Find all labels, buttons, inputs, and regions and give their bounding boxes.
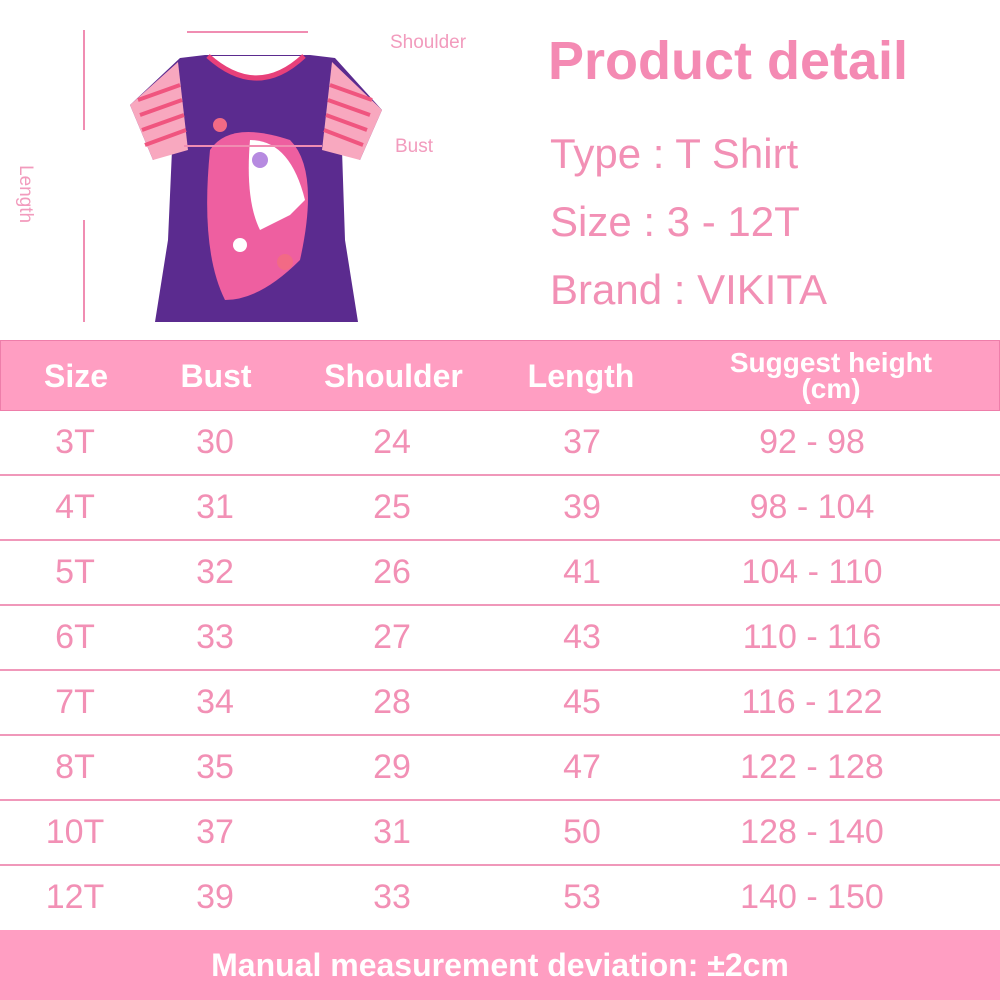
- cell-shoulder: 24: [373, 422, 411, 461]
- table-row: 3T 30 24 37 92 - 98: [0, 410, 1000, 476]
- product-brand: Brand : VIKITA: [550, 266, 827, 313]
- cell-length: 53: [563, 877, 601, 916]
- cell-bust: 32: [196, 552, 234, 591]
- cell-bust: 31: [196, 487, 234, 526]
- cell-bust: 33: [196, 617, 234, 656]
- cell-size: 4T: [55, 487, 95, 526]
- shoulder-label: Shoulder: [390, 32, 467, 53]
- cell-length: 47: [563, 747, 601, 786]
- cell-suggest-height: 116 - 122: [741, 682, 883, 721]
- cell-length: 50: [563, 812, 601, 851]
- header-length: Length: [527, 357, 635, 394]
- cell-suggest-height: 110 - 116: [742, 617, 882, 656]
- table-row: 10T 37 31 50 128 - 140: [0, 800, 1000, 866]
- cell-suggest-height: 92 - 98: [759, 422, 865, 461]
- cell-suggest-height: 98 - 104: [749, 487, 875, 526]
- cell-suggest-height: 128 - 140: [740, 812, 884, 851]
- header-suggest-height: Suggest height (cm): [729, 346, 933, 404]
- product-title: Product detail: [548, 31, 909, 91]
- cell-length: 45: [563, 682, 601, 721]
- cell-shoulder: 27: [373, 617, 411, 656]
- size-table-header: Size Bust Shoulder Length Suggest height…: [0, 340, 1000, 411]
- product-size: Size : 3 - 12T: [550, 198, 800, 245]
- table-row: 7T 34 28 45 116 - 122: [0, 670, 1000, 736]
- bust-label: Bust: [395, 136, 434, 157]
- cell-bust: 35: [196, 747, 234, 786]
- cell-size: 5T: [55, 552, 95, 591]
- t-shirt-image: [83, 30, 382, 322]
- cell-bust: 30: [196, 422, 234, 461]
- cell-suggest-height: 140 - 150: [740, 877, 884, 916]
- cell-shoulder: 29: [373, 747, 411, 786]
- cell-shoulder: 28: [373, 682, 411, 721]
- header-size: Size: [43, 357, 109, 394]
- measurement-note: Manual measurement deviation: ±2cm: [0, 930, 1000, 1000]
- cell-suggest-height: 122 - 128: [740, 747, 884, 786]
- cell-length: 39: [563, 487, 601, 526]
- cell-size: 3T: [55, 422, 95, 461]
- cell-size: 7T: [55, 682, 95, 721]
- cell-bust: 34: [196, 682, 234, 721]
- cell-shoulder: 26: [373, 552, 411, 591]
- cell-size: 6T: [55, 617, 95, 656]
- cell-shoulder: 31: [373, 812, 411, 851]
- cell-shoulder: 33: [373, 877, 411, 916]
- cell-length: 37: [563, 422, 601, 461]
- table-row: 6T 33 27 43 110 - 116: [0, 605, 1000, 671]
- cell-size: 8T: [55, 747, 95, 786]
- cell-size: 12T: [45, 877, 105, 916]
- cell-length: 41: [563, 552, 601, 591]
- table-row: 12T 39 33 53 140 - 150: [0, 865, 1000, 929]
- header-shoulder: Shoulder: [324, 357, 463, 394]
- header-bust: Bust: [180, 357, 252, 394]
- cell-suggest-height: 104 - 110: [741, 552, 883, 591]
- length-label: Length: [15, 165, 36, 224]
- cell-length: 43: [563, 617, 601, 656]
- table-row: 8T 35 29 47 122 - 128: [0, 735, 1000, 801]
- cell-shoulder: 25: [373, 487, 411, 526]
- cell-bust: 37: [196, 812, 234, 851]
- table-row: 5T 32 26 41 104 - 110: [0, 540, 1000, 606]
- table-row: 4T 31 25 39 98 - 104: [0, 475, 1000, 541]
- cell-size: 10T: [45, 812, 105, 851]
- cell-bust: 39: [196, 877, 234, 916]
- shirt-shape: [130, 54, 382, 322]
- product-type: Type : T Shirt: [550, 130, 799, 177]
